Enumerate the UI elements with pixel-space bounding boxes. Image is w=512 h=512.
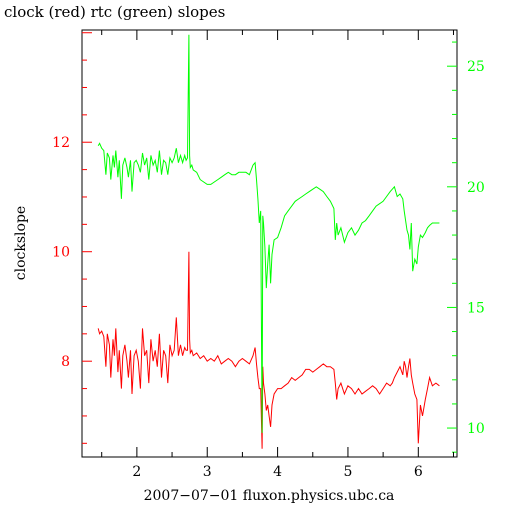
- x-axis-label: 2007−07−01 fluxon.physics.ubc.ca: [144, 488, 395, 504]
- x-tick-label: 6: [414, 464, 423, 480]
- chart-title: clock (red) rtc (green) slopes: [4, 3, 225, 21]
- left-tick-label: 8: [61, 354, 70, 370]
- left-tick-label: 12: [52, 135, 70, 151]
- x-tick-label: 2: [132, 464, 141, 480]
- x-axis: 2 3 4 5 6: [101, 30, 454, 480]
- x-tick-label: 3: [203, 464, 212, 480]
- left-tick-label: 10: [52, 245, 70, 261]
- series-layer: [97, 34, 440, 449]
- series-clock-line: [97, 251, 440, 449]
- right-tick-label: 25: [467, 59, 485, 75]
- plot-frame: [81, 29, 458, 458]
- y-axis-label: clockslope: [13, 206, 29, 280]
- left-axis: 8 10 12: [52, 32, 92, 444]
- x-tick-label: 4: [273, 464, 282, 480]
- right-tick-label: 20: [467, 180, 485, 196]
- right-tick-label: 10: [467, 421, 485, 437]
- right-tick-label: 15: [467, 300, 485, 316]
- series-rtc-line: [97, 34, 440, 433]
- right-axis: 10 15 20 25: [447, 41, 485, 453]
- x-tick-label: 5: [343, 464, 352, 480]
